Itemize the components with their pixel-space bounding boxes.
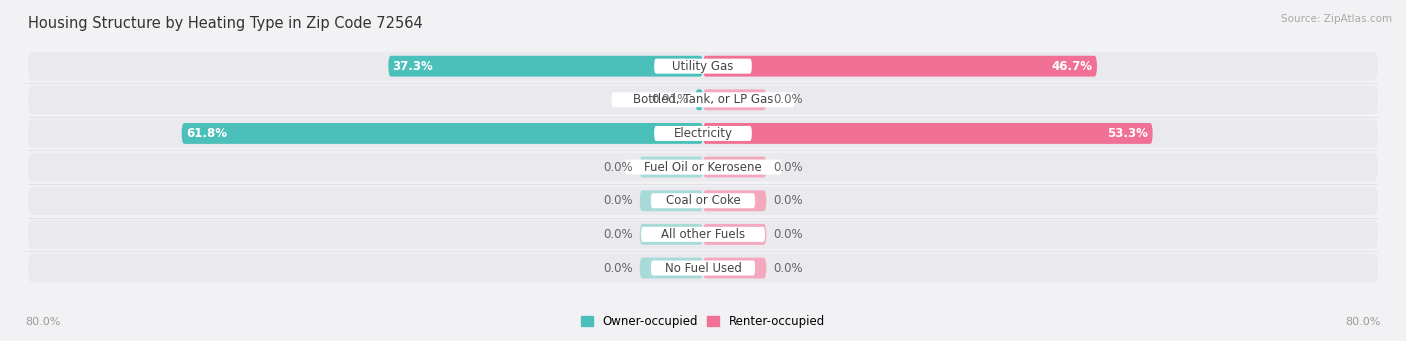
FancyBboxPatch shape [28, 153, 1378, 181]
FancyBboxPatch shape [651, 193, 755, 208]
FancyBboxPatch shape [28, 86, 1378, 114]
Text: Housing Structure by Heating Type in Zip Code 72564: Housing Structure by Heating Type in Zip… [28, 16, 423, 31]
Text: Bottled, Tank, or LP Gas: Bottled, Tank, or LP Gas [633, 93, 773, 106]
FancyBboxPatch shape [696, 89, 703, 110]
Text: 0.0%: 0.0% [773, 194, 803, 207]
FancyBboxPatch shape [703, 89, 766, 110]
FancyBboxPatch shape [28, 220, 1378, 249]
Text: 61.8%: 61.8% [186, 127, 226, 140]
FancyBboxPatch shape [641, 227, 765, 242]
FancyBboxPatch shape [703, 123, 1153, 144]
Text: 0.0%: 0.0% [603, 161, 633, 174]
Text: 0.0%: 0.0% [773, 93, 803, 106]
FancyBboxPatch shape [640, 190, 703, 211]
FancyBboxPatch shape [703, 190, 766, 211]
Text: 0.0%: 0.0% [773, 228, 803, 241]
FancyBboxPatch shape [703, 56, 1097, 77]
FancyBboxPatch shape [651, 261, 755, 276]
Text: All other Fuels: All other Fuels [661, 228, 745, 241]
Text: 0.0%: 0.0% [773, 161, 803, 174]
Text: 0.0%: 0.0% [603, 194, 633, 207]
Text: Utility Gas: Utility Gas [672, 60, 734, 73]
FancyBboxPatch shape [181, 123, 703, 144]
FancyBboxPatch shape [640, 157, 703, 178]
FancyBboxPatch shape [654, 59, 752, 74]
Text: 80.0%: 80.0% [1346, 317, 1381, 327]
FancyBboxPatch shape [612, 92, 794, 107]
FancyBboxPatch shape [28, 254, 1378, 282]
Text: 0.0%: 0.0% [603, 228, 633, 241]
FancyBboxPatch shape [703, 157, 766, 178]
FancyBboxPatch shape [640, 257, 703, 279]
Text: 80.0%: 80.0% [25, 317, 60, 327]
FancyBboxPatch shape [654, 126, 752, 141]
Text: Source: ZipAtlas.com: Source: ZipAtlas.com [1281, 14, 1392, 24]
FancyBboxPatch shape [28, 119, 1378, 148]
Text: Coal or Coke: Coal or Coke [665, 194, 741, 207]
Legend: Owner-occupied, Renter-occupied: Owner-occupied, Renter-occupied [576, 310, 830, 333]
FancyBboxPatch shape [703, 257, 766, 279]
Text: 0.0%: 0.0% [773, 262, 803, 275]
FancyBboxPatch shape [640, 224, 703, 245]
Text: No Fuel Used: No Fuel Used [665, 262, 741, 275]
FancyBboxPatch shape [28, 52, 1378, 80]
Text: 46.7%: 46.7% [1052, 60, 1092, 73]
Text: 37.3%: 37.3% [392, 60, 433, 73]
FancyBboxPatch shape [624, 160, 782, 175]
FancyBboxPatch shape [28, 187, 1378, 215]
Text: 0.0%: 0.0% [603, 262, 633, 275]
FancyBboxPatch shape [703, 224, 766, 245]
Text: 53.3%: 53.3% [1108, 127, 1149, 140]
Text: Electricity: Electricity [673, 127, 733, 140]
FancyBboxPatch shape [388, 56, 703, 77]
Text: Fuel Oil or Kerosene: Fuel Oil or Kerosene [644, 161, 762, 174]
Text: 0.91%: 0.91% [651, 93, 689, 106]
